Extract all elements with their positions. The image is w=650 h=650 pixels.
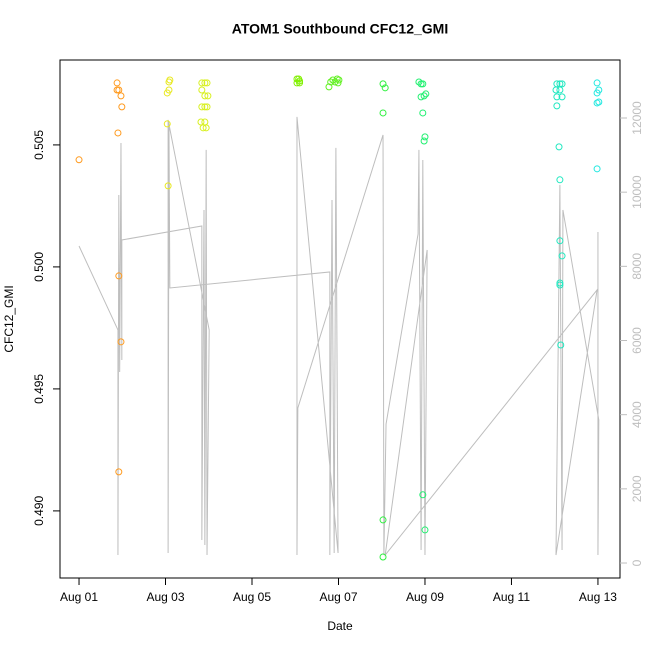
- point: [379, 553, 387, 561]
- y-axis-label: CFC12_GMI: [2, 285, 16, 352]
- point: [115, 86, 123, 94]
- x-tick-label: Aug 11: [493, 590, 530, 604]
- point: [556, 279, 564, 287]
- point: [113, 79, 121, 87]
- point: [203, 79, 211, 87]
- point: [118, 103, 126, 111]
- point: [327, 78, 335, 86]
- point: [325, 83, 333, 91]
- point: [558, 93, 566, 101]
- point: [204, 92, 212, 100]
- point: [421, 133, 429, 141]
- y2-tick-label: 8000: [630, 253, 644, 280]
- x-tick-label: Aug 01: [60, 590, 98, 604]
- point: [115, 468, 123, 476]
- point: [422, 90, 430, 98]
- point: [553, 102, 561, 110]
- point: [556, 281, 564, 289]
- point: [381, 84, 389, 92]
- y2-tick-label: 6000: [630, 327, 644, 354]
- point: [555, 143, 563, 151]
- y2-tick-label: 2000: [630, 475, 644, 502]
- point: [553, 93, 561, 101]
- point: [593, 79, 601, 87]
- y2-tick-label: 10000: [630, 175, 644, 209]
- point: [201, 79, 209, 87]
- point: [198, 86, 206, 94]
- point: [75, 156, 83, 164]
- point: [201, 103, 209, 111]
- x-axis-label: Date: [327, 619, 353, 633]
- point: [202, 124, 210, 132]
- point: [201, 92, 209, 100]
- y-tick-label: 0.505: [32, 130, 46, 160]
- point: [595, 98, 603, 106]
- plot-box: [59, 59, 621, 579]
- point: [552, 86, 560, 94]
- point: [419, 491, 427, 499]
- point: [166, 76, 174, 84]
- point: [117, 338, 125, 346]
- x-tick-label: Aug 09: [406, 590, 444, 604]
- point: [114, 129, 122, 137]
- point: [558, 80, 566, 88]
- point: [199, 124, 207, 132]
- point: [593, 89, 601, 97]
- point: [117, 92, 125, 100]
- point: [293, 79, 301, 87]
- y2-tick-label: 4000: [630, 401, 644, 428]
- x-tick-label: Aug 07: [319, 590, 357, 604]
- point: [198, 103, 206, 111]
- point: [335, 76, 343, 84]
- y2-tick-label: 12000: [630, 101, 644, 135]
- point: [379, 516, 387, 524]
- point: [163, 120, 171, 128]
- point: [421, 526, 429, 534]
- point: [198, 79, 206, 87]
- point: [419, 109, 427, 117]
- point: [203, 103, 211, 111]
- point: [557, 341, 565, 349]
- point: [420, 137, 428, 145]
- point: [420, 92, 428, 100]
- point: [197, 118, 205, 126]
- x-tick-label: Aug 13: [579, 590, 617, 604]
- point: [379, 109, 387, 117]
- y2-tick-label: 0: [630, 559, 644, 566]
- point: [296, 79, 304, 87]
- point: [558, 252, 566, 260]
- point: [556, 176, 564, 184]
- x-tick-label: Aug 05: [233, 590, 271, 604]
- y-tick-label: 0.500: [32, 252, 46, 282]
- x-tick-label: Aug 03: [146, 590, 184, 604]
- point: [593, 165, 601, 173]
- point: [556, 86, 564, 94]
- point: [415, 78, 423, 86]
- point: [419, 80, 427, 88]
- point: [164, 182, 172, 190]
- y-tick-label: 0.490: [32, 496, 46, 526]
- point: [556, 237, 564, 245]
- point: [115, 272, 123, 280]
- point: [163, 89, 171, 97]
- point: [379, 80, 387, 88]
- chart-title: ATOM1 Southbound CFC12_GMI: [232, 21, 448, 37]
- point: [334, 79, 342, 87]
- altitude-line: [78, 116, 600, 557]
- y-tick-label: 0.495: [32, 374, 46, 404]
